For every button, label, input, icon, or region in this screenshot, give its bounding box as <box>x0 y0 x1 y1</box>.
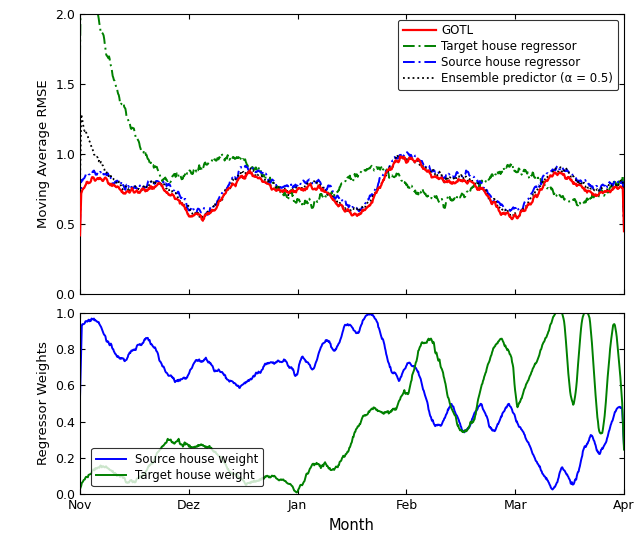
Legend: GOTL, Target house regressor, Source house regressor, Ensemble predictor (α = 0.: GOTL, Target house regressor, Source hou… <box>398 20 618 90</box>
Ensemble predictor (α = 0.5) <box>620 223 628 230</box>
Legend: Source house weight, Target house weight: Source house weight, Target house weight <box>92 448 263 486</box>
Target house regressor <box>77 0 84 3</box>
Source house regressor <box>620 224 628 231</box>
Source house weight <box>218 369 225 376</box>
GOTL <box>547 172 554 179</box>
Target house weight <box>218 455 225 461</box>
Ensemble predictor (α = 0.5) <box>77 111 85 117</box>
Target house weight <box>136 474 143 481</box>
Target house weight <box>486 355 494 361</box>
Target house regressor <box>136 143 144 150</box>
Line: Target house weight: Target house weight <box>80 313 624 492</box>
GOTL <box>464 180 472 186</box>
GOTL <box>308 186 316 192</box>
Target house weight <box>547 322 554 328</box>
Source house regressor <box>218 191 225 197</box>
Target house weight <box>620 446 628 453</box>
Y-axis label: Regressor Weights: Regressor Weights <box>36 341 49 466</box>
Source house weight <box>547 482 554 489</box>
Ensemble predictor (α = 0.5) <box>486 197 494 203</box>
Line: Source house weight: Source house weight <box>80 314 624 490</box>
Source house regressor <box>464 169 472 175</box>
Target house weight <box>309 461 317 467</box>
Target house regressor <box>464 188 472 195</box>
Ensemble predictor (α = 0.5) <box>309 179 317 186</box>
GOTL <box>620 228 628 234</box>
Line: Ensemble predictor (α = 0.5): Ensemble predictor (α = 0.5) <box>80 114 624 227</box>
Ensemble predictor (α = 0.5) <box>547 174 554 181</box>
Target house regressor <box>620 221 628 227</box>
GOTL <box>218 196 225 203</box>
Target house weight <box>552 310 559 316</box>
Ensemble predictor (α = 0.5) <box>218 197 226 203</box>
Ensemble predictor (α = 0.5) <box>76 181 84 188</box>
GOTL <box>136 188 143 195</box>
Y-axis label: Moving Average RMSE: Moving Average RMSE <box>36 80 49 228</box>
Line: GOTL: GOTL <box>80 156 624 236</box>
Source house weight <box>136 341 143 348</box>
Source house weight <box>486 424 494 430</box>
GOTL <box>486 197 494 203</box>
Source house regressor <box>486 192 494 199</box>
Source house regressor <box>403 148 410 155</box>
Target house regressor <box>76 54 84 60</box>
Ensemble predictor (α = 0.5) <box>464 177 472 184</box>
Source house weight <box>464 426 472 433</box>
GOTL <box>396 153 404 160</box>
Target house regressor <box>486 173 494 180</box>
Source house weight <box>548 486 556 493</box>
Source house regressor <box>547 169 554 175</box>
GOTL <box>76 232 84 239</box>
Target house weight <box>76 486 84 492</box>
Source house regressor <box>76 222 84 229</box>
Target house regressor <box>547 183 554 190</box>
Source house weight <box>620 443 628 450</box>
Source house regressor <box>308 180 316 187</box>
Source house weight <box>308 366 316 373</box>
Line: Source house regressor: Source house regressor <box>80 152 624 227</box>
Ensemble predictor (α = 0.5) <box>136 187 144 193</box>
Target house regressor <box>218 152 226 159</box>
Target house weight <box>292 489 300 496</box>
Target house weight <box>464 425 472 432</box>
Source house regressor <box>136 184 143 191</box>
X-axis label: Month: Month <box>329 518 375 533</box>
Line: Target house regressor: Target house regressor <box>80 0 624 224</box>
Source house weight <box>367 311 374 317</box>
Source house weight <box>76 394 84 401</box>
Target house regressor <box>309 204 317 211</box>
